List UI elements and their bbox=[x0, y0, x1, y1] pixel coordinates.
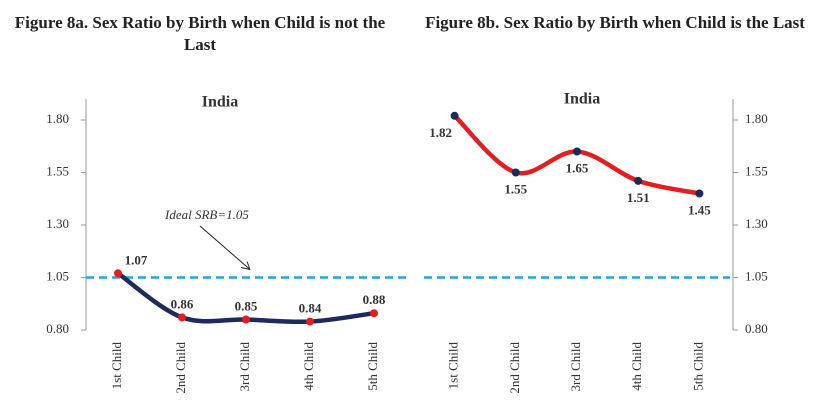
y-tick-label: 0.80 bbox=[46, 321, 69, 336]
x-tick-label: 3rd Child bbox=[568, 342, 583, 392]
marker bbox=[306, 317, 314, 326]
arrow-head bbox=[240, 261, 251, 270]
y-tick-label: 0.80 bbox=[745, 321, 768, 336]
y-tick-label: 1.05 bbox=[46, 268, 69, 283]
x-tick-label: 4th Child bbox=[301, 342, 316, 391]
data-label: 0.85 bbox=[235, 298, 258, 313]
data-label: 1.65 bbox=[566, 160, 589, 175]
chart-title: Figure 8a. Sex Ratio by Birth when Child… bbox=[14, 13, 386, 54]
x-tick-label: 1st Child bbox=[109, 342, 124, 390]
chart-title: Figure 8b. Sex Ratio by Birth when Child… bbox=[425, 13, 805, 32]
data-label: 1.45 bbox=[688, 202, 711, 217]
y-tick-label: 1.05 bbox=[745, 268, 768, 283]
marker bbox=[511, 168, 520, 177]
data-label: 0.88 bbox=[363, 292, 386, 307]
chart-subtitle: India bbox=[564, 91, 600, 108]
marker bbox=[370, 309, 378, 318]
data-label: 0.84 bbox=[299, 301, 322, 316]
data-label: 1.82 bbox=[429, 125, 452, 140]
y-tick-label: 1.55 bbox=[745, 163, 768, 178]
marker bbox=[695, 189, 704, 198]
data-label: 1.55 bbox=[504, 181, 527, 196]
x-tick-label: 5th Child bbox=[365, 342, 380, 391]
marker bbox=[450, 111, 459, 120]
y-tick-label: 1.30 bbox=[46, 216, 69, 231]
marker bbox=[178, 313, 186, 322]
y-tick-label: 1.80 bbox=[46, 111, 69, 126]
marker bbox=[634, 176, 643, 185]
y-tick-label: 1.80 bbox=[745, 111, 768, 126]
x-tick-label: 2nd Child bbox=[507, 342, 522, 394]
chart-subtitle: India bbox=[202, 94, 238, 111]
data-label: 1.51 bbox=[627, 190, 650, 205]
x-tick-label: 5th Child bbox=[690, 342, 705, 391]
x-tick-label: 4th Child bbox=[629, 342, 644, 391]
marker bbox=[114, 269, 122, 278]
y-tick-label: 1.55 bbox=[46, 163, 69, 178]
annotation: Ideal SRB=1.05 bbox=[164, 207, 249, 222]
data-label: 0.86 bbox=[171, 296, 194, 311]
x-tick-label: 1st Child bbox=[446, 342, 461, 390]
marker bbox=[242, 315, 250, 324]
data-label: 1.07 bbox=[125, 252, 148, 267]
x-tick-label: 2nd Child bbox=[173, 342, 188, 394]
annotation-arrow bbox=[199, 225, 251, 270]
x-tick-label: 3rd Child bbox=[237, 342, 252, 392]
y-tick-label: 1.30 bbox=[745, 216, 768, 231]
marker bbox=[573, 147, 581, 156]
